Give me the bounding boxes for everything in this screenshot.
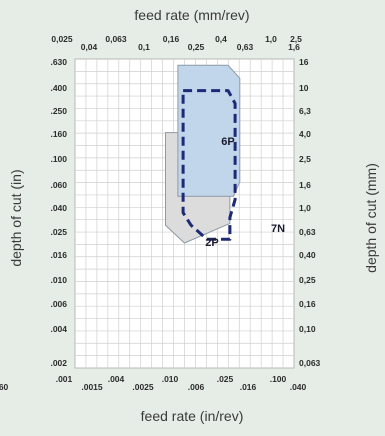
x-tick-bottom: .040 xyxy=(290,382,307,392)
x-tick-bottom: .060 xyxy=(0,382,9,392)
x-tick-bottom: .001 xyxy=(56,374,73,384)
x-tick-bottom: .100 xyxy=(270,374,287,384)
y-tick-left: .004 xyxy=(50,324,67,334)
y-tick-right: 16 xyxy=(299,57,309,67)
region-label-2p: 2P xyxy=(205,237,218,249)
region-7n xyxy=(181,89,237,241)
y-tick-right: 6,3 xyxy=(299,106,311,116)
x-tick-top: 0,4 xyxy=(215,34,227,44)
x-tick-top: 0,25 xyxy=(188,42,205,52)
x-tick-top: 0,04 xyxy=(81,42,98,52)
y-tick-right: 0,10 xyxy=(299,324,316,334)
bottom-axis-title: feed rate (in/rev) xyxy=(141,408,244,424)
y-tick-right: 0,40 xyxy=(299,250,316,260)
x-tick-bottom: .004 xyxy=(108,374,125,384)
top-axis-title: feed rate (mm/rev) xyxy=(134,7,249,23)
x-tick-top: 0,025 xyxy=(51,34,73,44)
x-tick-top: 0,063 xyxy=(105,34,127,44)
regions: 2P 6P 7N xyxy=(165,64,285,249)
y-tick-right: 0,25 xyxy=(299,275,316,285)
y-tick-left: .160 xyxy=(50,129,67,139)
x-tick-top: 1,6 xyxy=(288,42,300,52)
x-tick-bottom: .0015 xyxy=(81,382,103,392)
y-tick-left: .060 xyxy=(50,180,67,190)
region-6p xyxy=(177,64,241,197)
y-tick-right: 0,16 xyxy=(299,299,316,309)
y-tick-right: 4,0 xyxy=(299,129,311,139)
y-tick-right: 1,0 xyxy=(299,203,311,213)
y-tick-left: .040 xyxy=(50,203,67,213)
y-tick-left: .025 xyxy=(50,227,67,237)
x-tick-top: 0,16 xyxy=(163,34,180,44)
y-tick-left: .006 xyxy=(50,299,67,309)
x-tick-bottom: .006 xyxy=(188,382,205,392)
region-label-7n: 7N xyxy=(271,223,285,235)
y-tick-right: 10 xyxy=(299,83,309,93)
y-tick-right: 1,6 xyxy=(299,180,311,190)
x-tick-bottom: .016 xyxy=(240,382,257,392)
x-tick-top: 2,5 xyxy=(290,34,302,44)
y-tick-left: .400 xyxy=(50,83,67,93)
x-tick-top: 0,1 xyxy=(138,42,150,52)
y-tick-left: .002 xyxy=(50,358,67,368)
y-tick-right: 2,5 xyxy=(299,154,311,164)
y-tick-left: .250 xyxy=(50,106,67,116)
y-tick-left: .100 xyxy=(50,154,67,164)
x-tick-bottom: .010 xyxy=(162,374,179,384)
y-tick-left: .010 xyxy=(50,275,67,285)
x-tick-bottom: .0025 xyxy=(132,382,154,392)
x-tick-top: 1,0 xyxy=(265,34,277,44)
right-axis-title: depth of cut (mm) xyxy=(363,163,379,273)
y-tick-right: 0,063 xyxy=(299,358,321,368)
tick-labels: .001 .004 .010 .025 .100 .0015 .0025 .006 .016 .0… xyxy=(0,34,321,392)
x-tick-top: 0,63 xyxy=(237,42,254,52)
x-tick-bottom: .025 xyxy=(217,374,234,384)
y-tick-left: .630 xyxy=(50,57,67,67)
region-label-6p: 6P xyxy=(221,136,234,148)
left-axis-title: depth of cut (in) xyxy=(8,169,24,266)
y-tick-left: .016 xyxy=(50,250,67,260)
y-tick-right: 0,63 xyxy=(299,227,316,237)
